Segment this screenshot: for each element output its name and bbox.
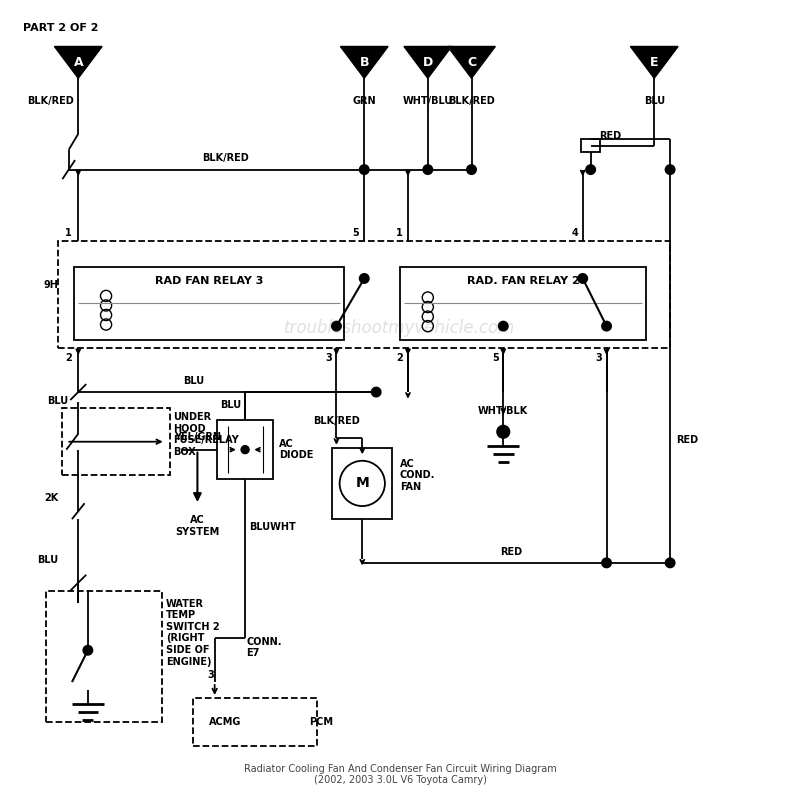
Text: BLUWHT: BLUWHT bbox=[249, 522, 296, 532]
Text: M: M bbox=[355, 477, 369, 490]
Text: 3: 3 bbox=[207, 670, 214, 681]
Polygon shape bbox=[54, 46, 102, 78]
Circle shape bbox=[359, 165, 369, 174]
Text: C: C bbox=[467, 56, 476, 69]
Circle shape bbox=[83, 646, 93, 655]
Polygon shape bbox=[630, 46, 678, 78]
Circle shape bbox=[602, 322, 611, 331]
Text: RED: RED bbox=[677, 434, 698, 445]
Bar bbox=[400, 266, 646, 341]
Text: PART 2 OF 2: PART 2 OF 2 bbox=[22, 22, 98, 33]
Text: D: D bbox=[422, 56, 433, 69]
Text: RAD FAN RELAY 3: RAD FAN RELAY 3 bbox=[155, 276, 263, 286]
Text: BLU: BLU bbox=[183, 376, 204, 386]
Text: BLK/RED: BLK/RED bbox=[202, 154, 249, 163]
Circle shape bbox=[498, 322, 508, 331]
Circle shape bbox=[241, 446, 249, 454]
Circle shape bbox=[578, 274, 587, 283]
Text: GRN: GRN bbox=[353, 96, 376, 106]
Polygon shape bbox=[341, 46, 388, 78]
Bar bbox=[62, 408, 170, 475]
Bar bbox=[46, 590, 162, 722]
Bar bbox=[218, 420, 273, 479]
Text: CONN.
E7: CONN. E7 bbox=[246, 637, 282, 658]
Text: RED: RED bbox=[599, 131, 622, 141]
Circle shape bbox=[586, 165, 595, 174]
Circle shape bbox=[371, 387, 381, 397]
Text: 2: 2 bbox=[397, 353, 403, 363]
Text: RAD. FAN RELAY 2: RAD. FAN RELAY 2 bbox=[466, 276, 579, 286]
Text: 1: 1 bbox=[397, 228, 403, 238]
Text: WATER
TEMP
SWITCH 2
(RIGHT
SIDE OF
ENGINE): WATER TEMP SWITCH 2 (RIGHT SIDE OF ENGIN… bbox=[166, 598, 219, 666]
Bar bbox=[58, 241, 670, 348]
Text: UNDER
HOOD
FUSE/RELAY
BOX: UNDER HOOD FUSE/RELAY BOX bbox=[174, 412, 239, 457]
Text: B: B bbox=[359, 56, 369, 69]
Circle shape bbox=[497, 426, 510, 438]
Text: AC
DIODE: AC DIODE bbox=[279, 439, 314, 461]
Polygon shape bbox=[448, 46, 495, 78]
Text: 5: 5 bbox=[492, 353, 498, 363]
Text: BLU: BLU bbox=[220, 400, 241, 410]
Bar bbox=[333, 448, 392, 519]
Text: YEL/GRN: YEL/GRN bbox=[174, 432, 221, 442]
Polygon shape bbox=[404, 46, 452, 78]
Text: BLK/RED: BLK/RED bbox=[313, 416, 360, 426]
Text: PCM: PCM bbox=[309, 717, 333, 726]
Text: 2K: 2K bbox=[44, 493, 58, 502]
Bar bbox=[194, 698, 317, 746]
Circle shape bbox=[423, 165, 433, 174]
Circle shape bbox=[602, 558, 611, 568]
Text: 9H: 9H bbox=[43, 280, 58, 290]
Text: RED: RED bbox=[500, 546, 522, 557]
Text: WHT/BLU: WHT/BLU bbox=[402, 96, 453, 106]
Text: AC
COND.
FAN: AC COND. FAN bbox=[400, 459, 435, 492]
Bar bbox=[74, 266, 344, 341]
Text: A: A bbox=[74, 56, 83, 69]
Text: BLU: BLU bbox=[38, 555, 58, 566]
Circle shape bbox=[666, 165, 675, 174]
Text: troubleshootmyvehicle.com: troubleshootmyvehicle.com bbox=[284, 319, 516, 338]
Text: AC
SYSTEM: AC SYSTEM bbox=[175, 515, 219, 537]
Bar bbox=[581, 139, 600, 152]
Circle shape bbox=[466, 165, 476, 174]
Text: 2: 2 bbox=[65, 353, 72, 363]
Text: 5: 5 bbox=[353, 228, 359, 238]
Text: Radiator Cooling Fan And Condenser Fan Circuit Wiring Diagram
(2002, 2003 3.0L V: Radiator Cooling Fan And Condenser Fan C… bbox=[244, 764, 556, 786]
Text: 1: 1 bbox=[65, 228, 72, 238]
Circle shape bbox=[332, 322, 342, 331]
Text: ACMG: ACMG bbox=[210, 717, 242, 726]
Text: 4: 4 bbox=[571, 228, 578, 238]
Text: E: E bbox=[650, 56, 658, 69]
Text: BLU: BLU bbox=[47, 396, 69, 406]
Text: 3: 3 bbox=[595, 353, 602, 363]
Text: WHT/BLK: WHT/BLK bbox=[478, 406, 529, 416]
Text: BLK/RED: BLK/RED bbox=[448, 96, 495, 106]
Circle shape bbox=[359, 274, 369, 283]
Text: 3: 3 bbox=[325, 353, 332, 363]
Text: BLU: BLU bbox=[644, 96, 665, 106]
Circle shape bbox=[666, 558, 675, 568]
Text: BLK/RED: BLK/RED bbox=[27, 96, 74, 106]
